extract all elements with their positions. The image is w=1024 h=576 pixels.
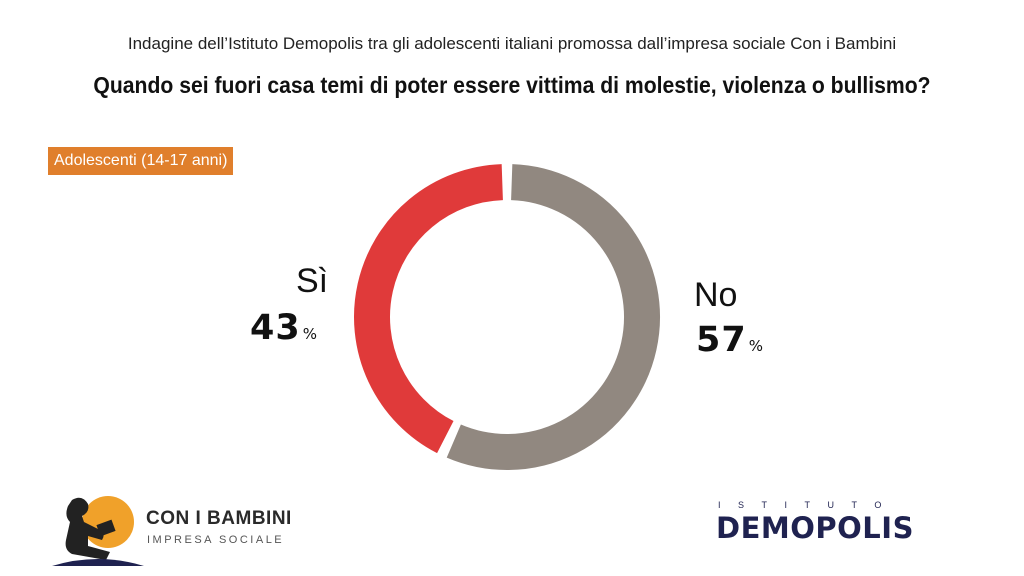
slice-value-si-number: 43	[250, 308, 301, 348]
chart-title: Quando sei fuori casa temi di poter esse…	[93, 72, 931, 98]
donut-slice-no	[446, 164, 660, 470]
slice-label-no: No	[694, 276, 738, 314]
slice-value-no-unit: %	[748, 337, 763, 355]
demopolis-wordmark: DEMOPOLIS	[716, 511, 914, 545]
chart-subtitle: Indagine dell’Istituto Demopolis tra gli…	[127, 34, 897, 53]
con-i-bambini-logo: CON I BAMBINI IMPRESA SOCIALE	[52, 492, 292, 568]
donut-chart	[354, 164, 660, 470]
segment-badge: Adolescenti (14-17 anni)	[48, 147, 234, 175]
demopolis-kicker: ISTITUTO	[718, 500, 899, 510]
slice-value-no-number: 57	[696, 320, 747, 360]
slice-label-si: Sì	[296, 262, 329, 300]
slice-value-si-unit: %	[302, 325, 317, 343]
slice-value-no: 57%	[696, 320, 763, 360]
slice-value-si: 43%	[250, 308, 317, 348]
donut-slice-si	[354, 164, 504, 454]
con-i-bambini-brand: CON I BAMBINI	[146, 508, 292, 529]
reading-child-icon	[52, 496, 144, 566]
demopolis-logo: ISTITUTO DEMOPOLIS	[712, 500, 962, 550]
con-i-bambini-sub: IMPRESA SOCIALE	[147, 534, 285, 546]
